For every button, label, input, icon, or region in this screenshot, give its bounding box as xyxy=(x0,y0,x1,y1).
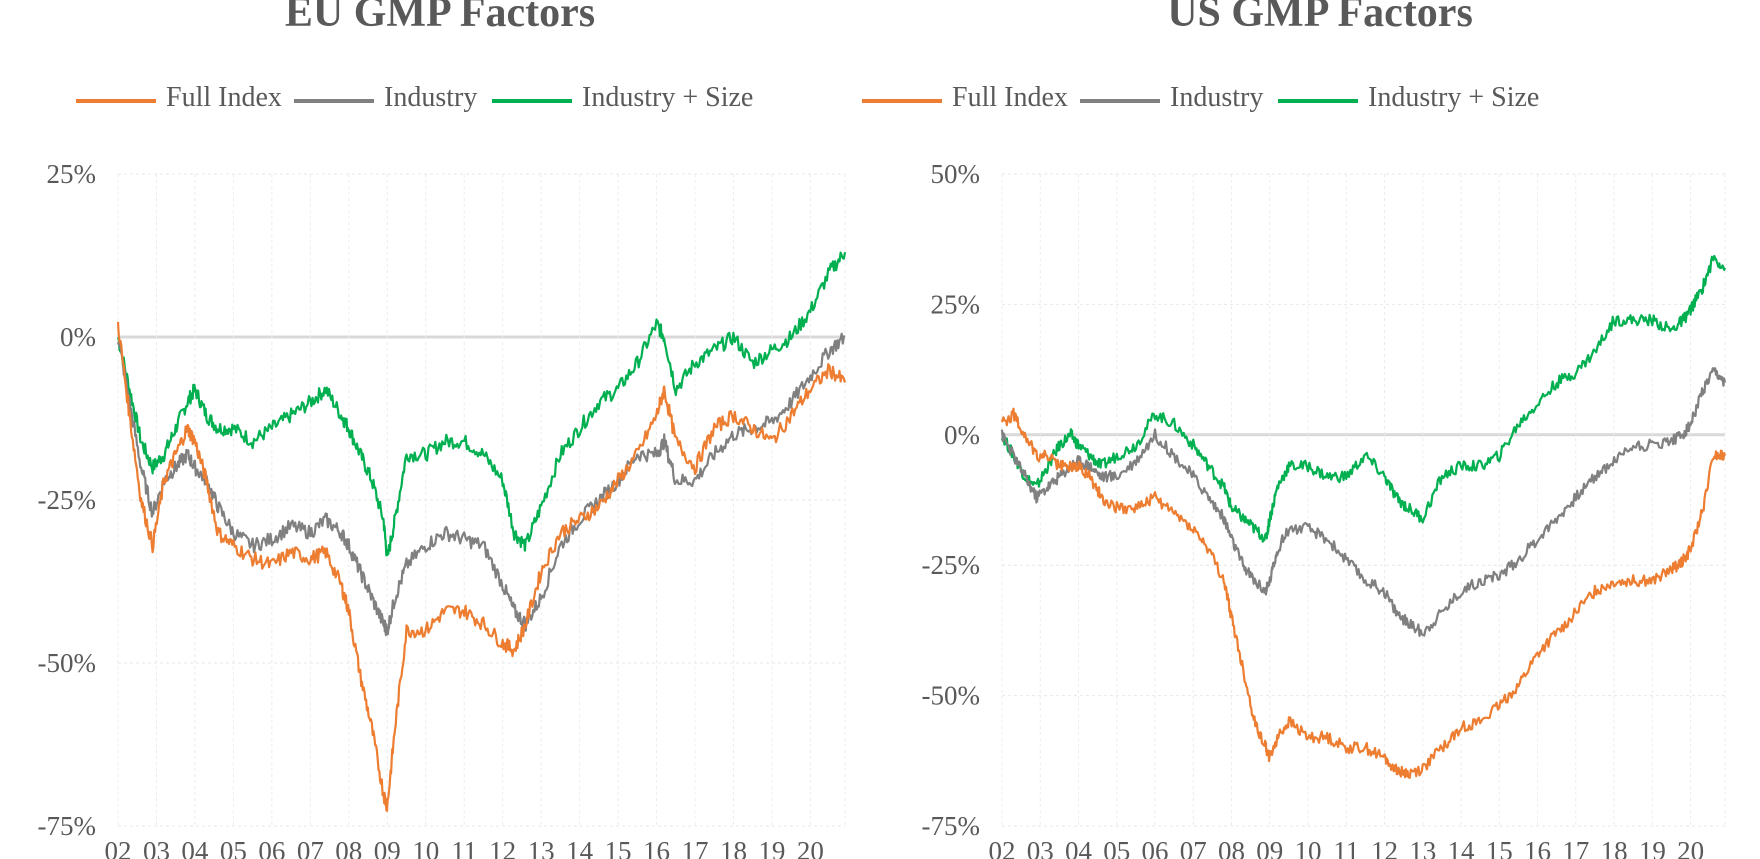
us-series-line-industry-size xyxy=(1000,254,1727,543)
us-legend: Full Index Industry Industry + Size xyxy=(862,80,1760,120)
us-series-line-industry xyxy=(1000,367,1727,638)
us-series-line-full-index xyxy=(1000,407,1727,779)
us-x-tick-label: 06 xyxy=(1142,836,1169,859)
us-x-tick-label: 19 xyxy=(1639,836,1666,859)
us-legend-label-industry-size: Industry + Size xyxy=(1368,82,1540,113)
us-y-tick-label: -75% xyxy=(922,811,980,841)
us-x-tick-label: 18 xyxy=(1601,836,1628,859)
us-legend-swatch-industry xyxy=(1080,99,1160,103)
us-x-tick-label: 08 xyxy=(1218,836,1245,859)
eu-legend-label-industry-size: Industry + Size xyxy=(582,82,754,113)
us-x-tick-label: 07 xyxy=(1180,836,1207,859)
us-x-tick-label: 04 xyxy=(1065,836,1093,859)
eu-x-tick-label: 16 xyxy=(643,836,670,859)
us-y-tick-label: -25% xyxy=(922,550,980,580)
eu-x-tick-label: 10 xyxy=(412,836,439,859)
eu-x-tick-label: 04 xyxy=(181,836,209,859)
us-y-tick-label: 25% xyxy=(931,289,981,319)
us-x-tick-label: 05 xyxy=(1103,836,1130,859)
eu-y-tick-label: -75% xyxy=(38,811,96,841)
us-chart-title: US GMP Factors xyxy=(1167,0,1473,36)
eu-x-tick-label: 02 xyxy=(105,836,132,859)
us-x-tick-label: 10 xyxy=(1295,836,1322,859)
us-x-tick-label: 03 xyxy=(1027,836,1054,859)
eu-y-tick-label: 0% xyxy=(60,322,96,352)
us-x-tick-label: 12 xyxy=(1371,836,1398,859)
eu-legend-label-full-index: Full Index xyxy=(166,82,282,113)
us-legend-label-full-index: Full Index xyxy=(952,82,1068,113)
eu-x-tick-label: 11 xyxy=(451,836,477,859)
eu-x-tick-label: 08 xyxy=(335,836,362,859)
us-y-tick-label: 50% xyxy=(931,159,981,189)
us-legend-swatch-industry-size xyxy=(1278,99,1358,103)
eu-x-tick-label: 12 xyxy=(489,836,516,859)
eu-x-tick-label: 13 xyxy=(528,836,555,859)
eu-x-tick-label: 20 xyxy=(797,836,824,859)
eu-x-tick-label: 15 xyxy=(605,836,632,859)
eu-legend-swatch-full-index xyxy=(76,99,156,103)
us-x-tick-label: 02 xyxy=(989,836,1016,859)
eu-series-line-industry xyxy=(116,332,846,637)
eu-plot-area: 25% 0% -25% -50% -75% 02 03 04 05 06 07 08 09 10 11 12 1… xyxy=(38,159,847,859)
us-legend-swatch-full-index xyxy=(862,99,942,103)
eu-chart-title: EU GMP Factors xyxy=(284,0,596,36)
eu-series-line-full-index xyxy=(116,321,847,813)
eu-legend-label-industry: Industry xyxy=(384,82,478,113)
eu-chart-panel: EU GMP Factors Full Index Industry Indus… xyxy=(0,0,880,859)
us-x-tick-label: 09 xyxy=(1256,836,1283,859)
eu-x-tick-label: 03 xyxy=(143,836,170,859)
eu-legend: Full Index Industry Industry + Size xyxy=(0,80,880,120)
us-plot-area: 50% 25% 0% -25% -50% -75% 02 03 04 05 06 07 08 09 10 11… xyxy=(922,159,1727,859)
us-x-tick-label: 13 xyxy=(1409,836,1436,859)
eu-series-line-industry-size xyxy=(116,251,847,557)
eu-y-tick-label: -50% xyxy=(38,648,96,678)
eu-x-tick-label: 05 xyxy=(220,836,247,859)
us-x-tick-label: 11 xyxy=(1333,836,1359,859)
eu-x-tick-label: 07 xyxy=(297,836,324,859)
us-x-tick-label: 14 xyxy=(1448,836,1476,859)
us-y-tick-label: -50% xyxy=(922,681,980,711)
eu-x-tick-label: 06 xyxy=(258,836,285,859)
us-chart-panel: US GMP Factors Full Index Industry Indus… xyxy=(862,0,1760,859)
eu-x-tick-label: 17 xyxy=(681,836,708,859)
eu-y-tick-label: 25% xyxy=(47,159,97,189)
us-legend-label-industry: Industry xyxy=(1170,82,1264,113)
us-y-tick-label: 0% xyxy=(944,420,980,450)
us-x-tick-label: 20 xyxy=(1677,836,1704,859)
eu-x-tick-label: 09 xyxy=(374,836,401,859)
eu-legend-swatch-industry xyxy=(294,99,374,103)
eu-x-tick-label: 18 xyxy=(720,836,747,859)
us-x-tick-label: 15 xyxy=(1486,836,1513,859)
eu-y-tick-label: -25% xyxy=(38,485,96,515)
us-x-tick-label: 17 xyxy=(1562,836,1589,859)
eu-x-tick-label: 19 xyxy=(758,836,785,859)
eu-x-tick-label: 14 xyxy=(566,836,594,859)
us-x-tick-label: 16 xyxy=(1524,836,1551,859)
eu-legend-swatch-industry-size xyxy=(492,99,572,103)
